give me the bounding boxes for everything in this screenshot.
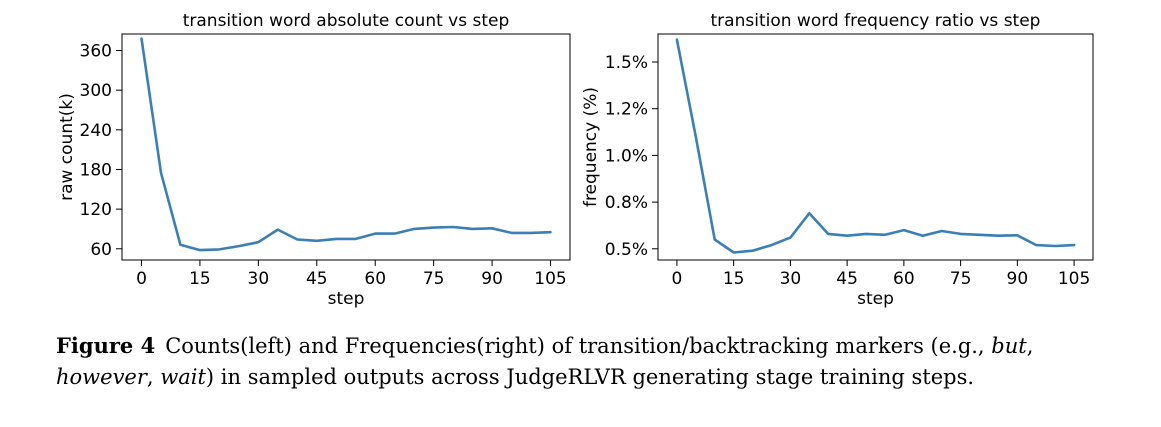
x-tick-label: 30 xyxy=(780,269,802,289)
y-tick-label: 1.2% xyxy=(605,100,648,120)
x-tick-label: 45 xyxy=(306,269,328,289)
x-axis-label: step xyxy=(857,289,894,309)
chart-right-frequency: 0 15 30 45 60 75 90 105 0.5% 0.8% 1.0% 1.2% 1.5% tran… xyxy=(581,11,1094,309)
x-tick-label: 90 xyxy=(1007,269,1029,289)
x-tick-label: 60 xyxy=(893,269,915,289)
plot-frame xyxy=(121,33,571,261)
charts-figure: 0 15 30 45 60 75 90 10560120180240300360transit… xyxy=(57,11,1094,309)
y-tick-label: 0.8% xyxy=(605,193,648,213)
caption-em-wait: wait xyxy=(160,365,206,389)
x-tick-label: 30 xyxy=(248,269,270,289)
y-tick-label: 1.5% xyxy=(605,53,648,73)
chart-title: transition word absolute count vs step xyxy=(183,11,510,31)
series-line xyxy=(140,37,552,252)
figure-label: Figure 4 xyxy=(56,333,156,358)
x-tick-label: 75 xyxy=(950,269,972,289)
y-axis-label: raw count(k) xyxy=(57,93,77,201)
y-tick-label: 300 xyxy=(80,81,112,101)
x-tick-label: 105 xyxy=(534,269,566,289)
chart-left-count: 0 15 30 45 60 75 90 105 60 120 180 240 300 360 transit… xyxy=(57,11,571,309)
series-line xyxy=(675,38,1076,254)
caption-em-but: but xyxy=(991,334,1027,358)
y-tick-label: 0.5% xyxy=(605,240,648,260)
caption-sep-1: , xyxy=(1026,334,1034,358)
x-tick-label: 15 xyxy=(723,269,745,289)
chart-title: transition word frequency ratio vs step xyxy=(711,11,1041,31)
caption-text-1: Counts(left) and Frequencies(right) of t… xyxy=(165,334,992,358)
x-tick-label: 0 xyxy=(136,269,147,289)
y-tick-label: 120 xyxy=(80,200,112,220)
caption-sep-2: , xyxy=(146,365,161,389)
y-axis-label: frequency (%) xyxy=(581,87,601,207)
x-tick-label: 105 xyxy=(1058,269,1090,289)
y-tick-label: 360 xyxy=(80,42,112,62)
caption-em-however: however xyxy=(56,365,147,389)
y-tick-label: 240 xyxy=(80,121,112,141)
y-tick-label: 1.0% xyxy=(605,146,648,166)
x-tick-label: 0 xyxy=(671,269,682,289)
x-axis-label: step xyxy=(328,289,365,309)
x-tick-label: 15 xyxy=(189,269,211,289)
x-tick-label: 60 xyxy=(364,269,386,289)
y-tick-label: 60 xyxy=(90,240,112,260)
y-tick-label: 180 xyxy=(80,160,112,180)
x-tick-label: 75 xyxy=(423,269,445,289)
x-tick-label: 45 xyxy=(836,269,858,289)
x-tick-label: 90 xyxy=(481,269,503,289)
caption-text-2: ) in sampled outputs across JudgeRLVR ge… xyxy=(205,365,975,389)
figure-caption: Figure 4 Counts(left) and Frequencies(rig… xyxy=(56,330,1116,393)
plot-frame xyxy=(657,33,1094,261)
